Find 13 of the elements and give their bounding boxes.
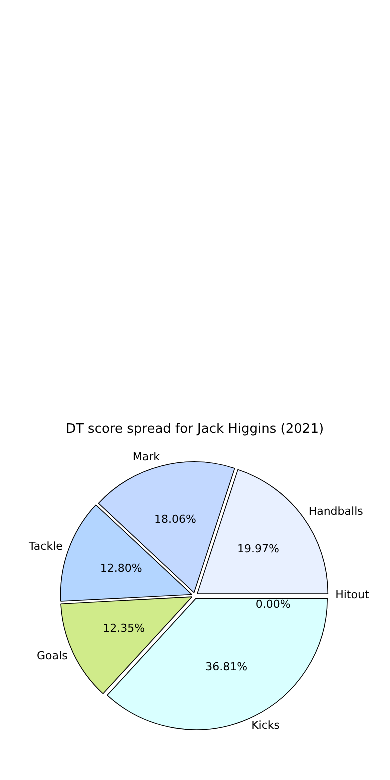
data-label: 36.81%	[206, 660, 248, 674]
text: 0.00%	[256, 598, 291, 612]
slice-label: Goals	[37, 649, 68, 662]
data-label: 18.06%	[154, 512, 196, 526]
slice-label: Kicks	[252, 719, 280, 732]
slice-label: Mark	[132, 450, 161, 464]
data-label: 12.80%	[100, 562, 142, 575]
slice-label: Handballs	[308, 504, 364, 518]
category-label: Hitout	[336, 588, 370, 602]
data-label: 12.35%	[103, 622, 146, 636]
chart-title: DT score spread for Jack Higgins (2021)	[66, 422, 324, 438]
slice-label: Tackle	[28, 540, 64, 553]
data-label: 19.97%	[237, 542, 280, 556]
